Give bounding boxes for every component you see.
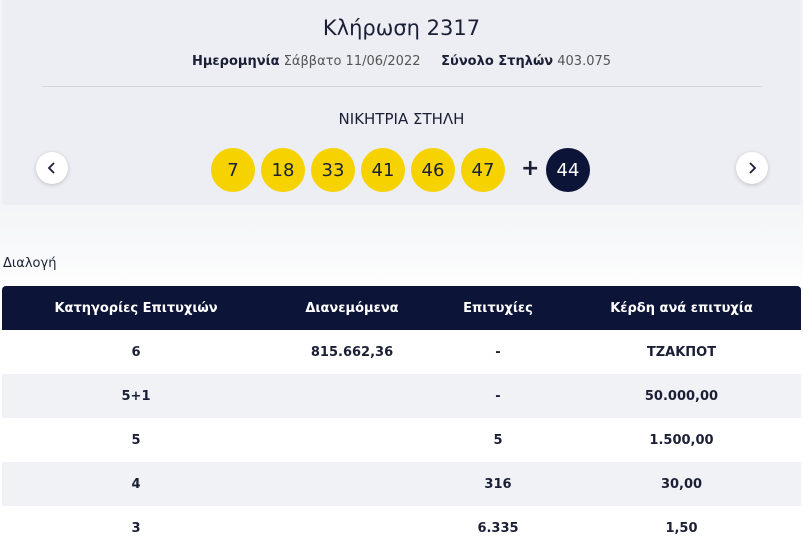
column-header: Επιτυχίες	[434, 286, 562, 330]
cell: 4	[2, 462, 270, 506]
cell: 30,00	[562, 462, 801, 506]
cell: -	[434, 374, 562, 418]
ball: 46	[411, 148, 455, 192]
title: Κλήρωση 2317	[322, 16, 481, 40]
cell: 5	[131, 432, 141, 448]
cell: 1,50	[665, 520, 698, 536]
results-table: Κατηγορίες Επιτυχιών Διανεμόμενα Επιτυχίες…	[2, 286, 801, 550]
cell: 6	[131, 344, 141, 360]
column-header: Κέρδη ανά επιτυχία	[562, 286, 801, 330]
draw-panel: Κλήρωση 2317 Ημερομηνία Σάββατο 11/06/20…	[2, 0, 801, 205]
ball: 33	[311, 148, 355, 192]
balls: 7 18 33 41 46 47 +44	[2, 148, 801, 192]
divider	[42, 86, 762, 87]
cell	[270, 374, 434, 418]
cell: ΤΖΑΚΠΟΤ	[646, 344, 717, 360]
row: 5+1 -50.000,00	[2, 374, 801, 418]
plus: +	[521, 156, 540, 181]
ball: 7	[211, 148, 255, 192]
cell: 3	[131, 520, 141, 536]
total: 403.075	[557, 54, 612, 69]
row: 5 5 1.500,00	[2, 418, 801, 462]
header-row: Κατηγορίες Επιτυχιών Διανεμόμενα Επιτυχίες…	[2, 286, 801, 330]
cell: 815.662,36	[310, 344, 394, 360]
ball: 18	[261, 148, 305, 192]
cell: 316	[434, 462, 562, 506]
cell	[270, 506, 434, 550]
ball: 41	[361, 148, 405, 192]
cell: 50.000,00	[562, 374, 801, 418]
column-header: Κατηγορίες Επιτυχιών	[2, 286, 270, 330]
date-label: Ημερομηνία	[191, 54, 280, 69]
next-button[interactable]	[736, 152, 768, 184]
cell	[270, 418, 434, 462]
cell: 6.335	[477, 520, 519, 536]
row: 4 316 30,00	[2, 462, 801, 506]
row: 3 6.335 1,50	[2, 506, 801, 550]
cell	[270, 462, 434, 506]
meta: Ημερομηνία Σάββατο 11/06/2022 Σύνολο Στη…	[2, 54, 801, 69]
cell: 5+1	[2, 374, 270, 418]
total-label: Σύνολο Στηλών	[441, 54, 554, 69]
cell: -	[495, 344, 501, 360]
cell: 5	[493, 432, 503, 448]
winning-label: ΝΙΚΗΤΡΙΑ ΣΤΗΛΗ	[338, 110, 465, 128]
section-title: Διαλογή	[3, 256, 57, 271]
row: 6 815.662,36 - ΤΖΑΚΠΟΤ	[2, 330, 801, 374]
column-header: Διανεμόμενα	[270, 286, 434, 330]
prev-button[interactable]	[36, 152, 68, 184]
bonus-ball: 44	[546, 148, 590, 192]
ball: 47	[461, 148, 505, 192]
date: Σάββατο 11/06/2022	[283, 54, 421, 69]
cell: 1.500,00	[649, 432, 714, 448]
